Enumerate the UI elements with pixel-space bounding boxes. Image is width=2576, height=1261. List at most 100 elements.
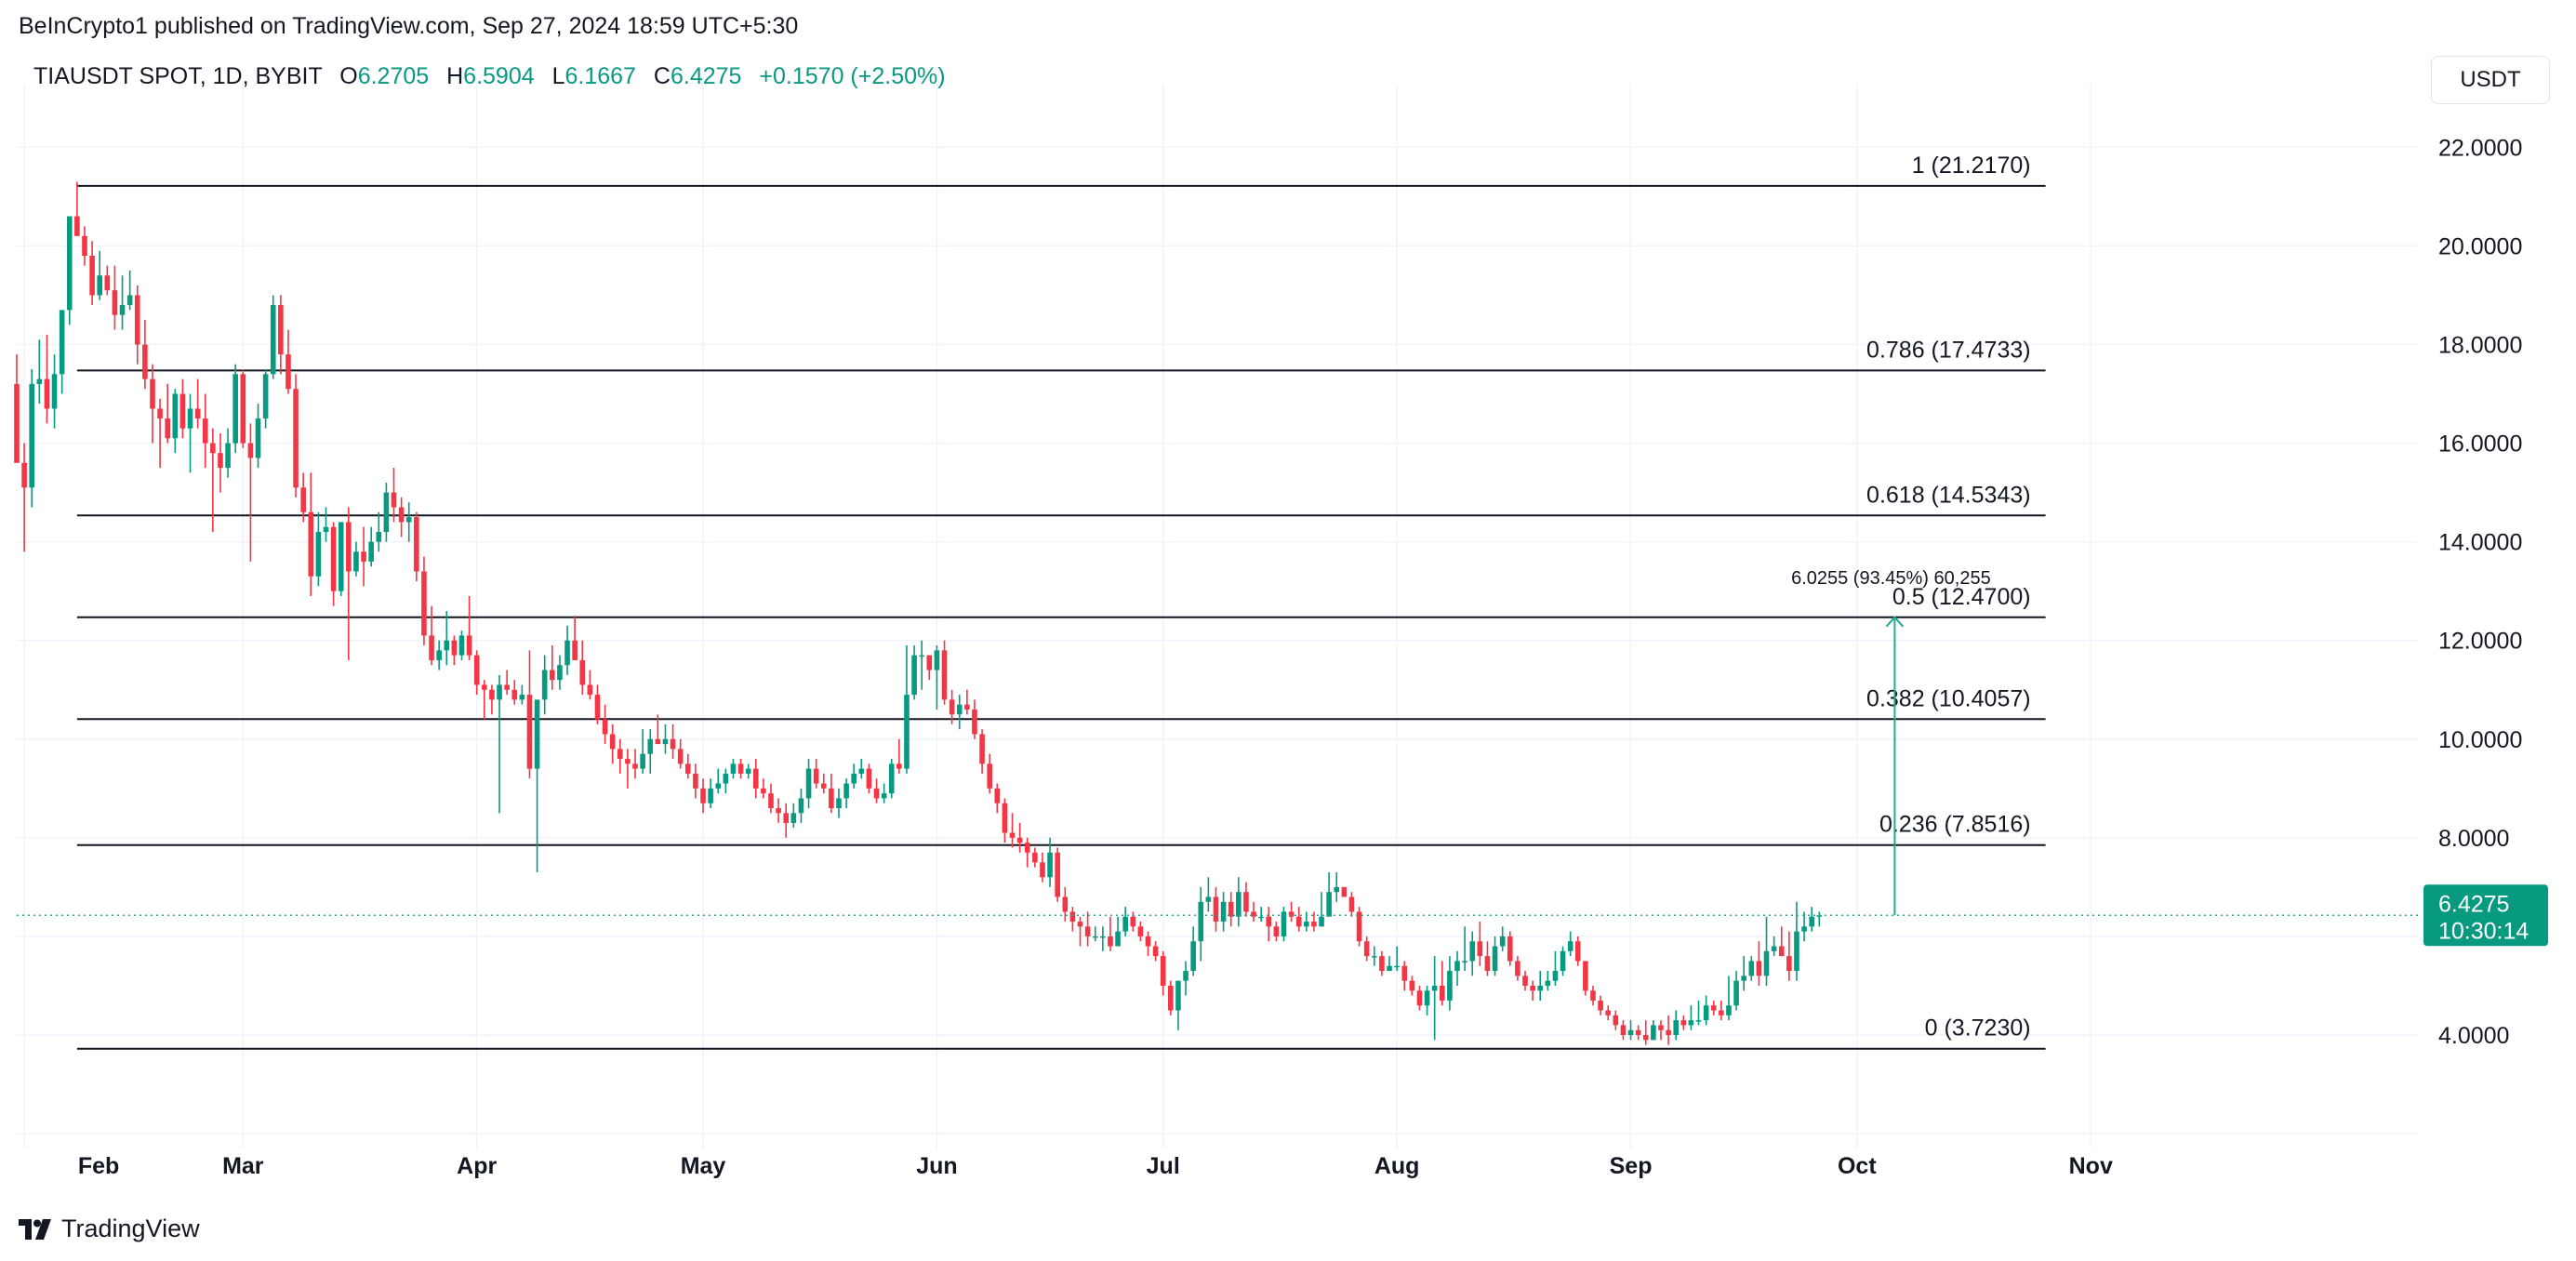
candle-body-down — [829, 788, 834, 809]
candle-body-down — [346, 522, 352, 572]
candle-body-up — [881, 793, 887, 799]
candle-body-down — [218, 453, 223, 469]
candle-body-down — [330, 526, 337, 591]
candle-body-up — [458, 635, 465, 656]
candle-body-down — [1401, 965, 1408, 981]
candle-body-up — [1567, 941, 1573, 951]
candle-body-down — [1590, 990, 1596, 1001]
candle-body-down — [179, 393, 186, 429]
candle-body-up — [1175, 980, 1181, 1011]
candle-body-up — [1552, 971, 1559, 981]
candle-body-up — [270, 305, 276, 375]
time-axis[interactable]: Feb Mar Apr May Jun Jul Aug Sep Oct Nov — [78, 1153, 2113, 1179]
candle-body-down — [609, 734, 616, 750]
candle-body-up — [36, 378, 43, 384]
candle-body-up — [919, 655, 924, 657]
candle-body-up — [51, 374, 58, 409]
candle-body-down — [1642, 1035, 1649, 1041]
candle-body-down — [202, 418, 208, 444]
candle-body-down — [1658, 1025, 1664, 1030]
time-axis-label: Nov — [2069, 1153, 2113, 1179]
time-axis-label: May — [681, 1153, 726, 1179]
price-axis[interactable]: 4.0000 8.0000 10.0000 12.0000 14.0000 16.0000… — [2423, 135, 2548, 1049]
candle-body-down — [112, 290, 118, 315]
candle-body-up — [1726, 1005, 1732, 1015]
candle-body-up — [1447, 971, 1453, 1001]
candle-body-down — [421, 571, 427, 636]
candle-body-down — [594, 695, 601, 720]
time-axis-label: Jun — [916, 1153, 957, 1179]
candle-body-up — [338, 522, 344, 591]
time-axis-label: Jul — [1147, 1153, 1180, 1179]
symbol-info-bar: TIAUSDT SPOT, 1D, BYBIT O6.2705 H6.5904 … — [33, 63, 946, 90]
candle-body-down — [972, 709, 977, 735]
symbol-name[interactable]: TIAUSDT SPOT, 1D, BYBIT — [33, 63, 323, 89]
candle-body-up — [255, 418, 261, 458]
candle-body-up — [1545, 980, 1551, 986]
candle-body-up — [858, 768, 865, 774]
candle-body-up — [836, 798, 842, 809]
candle-body-up — [353, 551, 359, 572]
candle-body-down — [104, 275, 111, 291]
candle-body-up — [1304, 922, 1309, 927]
candle-body-up — [1560, 950, 1566, 972]
candle-body-down — [398, 507, 405, 523]
time-axis-label: Aug — [1374, 1153, 1420, 1179]
candle-body-up — [436, 650, 442, 660]
tradingview-logo[interactable]: TradingView — [19, 1215, 200, 1243]
candle-body-up — [662, 738, 669, 745]
candle-body-down — [1069, 911, 1076, 923]
candle-body-down — [1379, 956, 1385, 972]
candle-body-up — [497, 684, 502, 700]
candle-body-down — [1168, 985, 1174, 1011]
candle-body-down — [157, 408, 163, 419]
candle-body-up — [1258, 916, 1264, 919]
candle-body-up — [888, 763, 895, 794]
candle-body-down — [1288, 911, 1295, 917]
open-label: O — [339, 63, 358, 89]
candle-body-up — [1651, 1025, 1656, 1041]
candle-body-down — [617, 749, 623, 760]
measure-arrow-head — [1885, 616, 1905, 628]
candle-body-up — [368, 541, 374, 562]
candle-body-up — [1454, 961, 1460, 972]
candle-body-down — [949, 699, 955, 715]
candle-body-up — [1394, 965, 1400, 968]
candle-body-down — [768, 793, 774, 809]
candle-body-up — [1771, 946, 1777, 951]
candle-body-up — [647, 738, 654, 754]
candle-body-down — [1477, 941, 1483, 957]
candle-body-down — [1311, 922, 1317, 927]
candle-body-up — [1733, 980, 1739, 1006]
current-price-value: 6.4275 — [2438, 891, 2509, 917]
candle-body-up — [1092, 936, 1098, 938]
candle-body-down — [579, 659, 586, 685]
candle-body-down — [655, 738, 661, 745]
candle-body-up — [1387, 965, 1392, 972]
candle-body-down — [1137, 926, 1144, 936]
candle-body-up — [541, 670, 548, 700]
candle-body-up — [790, 813, 797, 823]
candle-body-up — [1183, 971, 1188, 981]
candle-body-down — [602, 719, 608, 735]
price-axis-label: 12.0000 — [2438, 629, 2522, 655]
candle-body-down — [1605, 1010, 1612, 1015]
candle-body-up — [1499, 936, 1506, 947]
candle-body-up — [66, 216, 73, 311]
candle-body-down — [1530, 985, 1535, 991]
candle-body-down — [1130, 916, 1136, 927]
candle-body-up — [1688, 1020, 1694, 1026]
currency-button[interactable]: USDT — [2431, 56, 2550, 104]
candle-body-down — [1786, 956, 1792, 972]
candle-body-down — [1295, 916, 1302, 927]
candle-body-down — [761, 788, 766, 794]
candle-body-up — [405, 517, 412, 523]
candle-body-down — [813, 768, 819, 784]
candle-body-down — [361, 551, 366, 562]
fib-level-label: 0.786 (17.4733) — [1866, 337, 2031, 363]
candle-body-down — [1719, 1010, 1724, 1015]
fibonacci-retracement[interactable]: 1 (21.2170) 0.786 (17.4733) 0.618 (14.5343… — [76, 153, 2046, 1050]
candle-body-up — [444, 640, 450, 651]
candle-body-up — [1281, 911, 1287, 936]
